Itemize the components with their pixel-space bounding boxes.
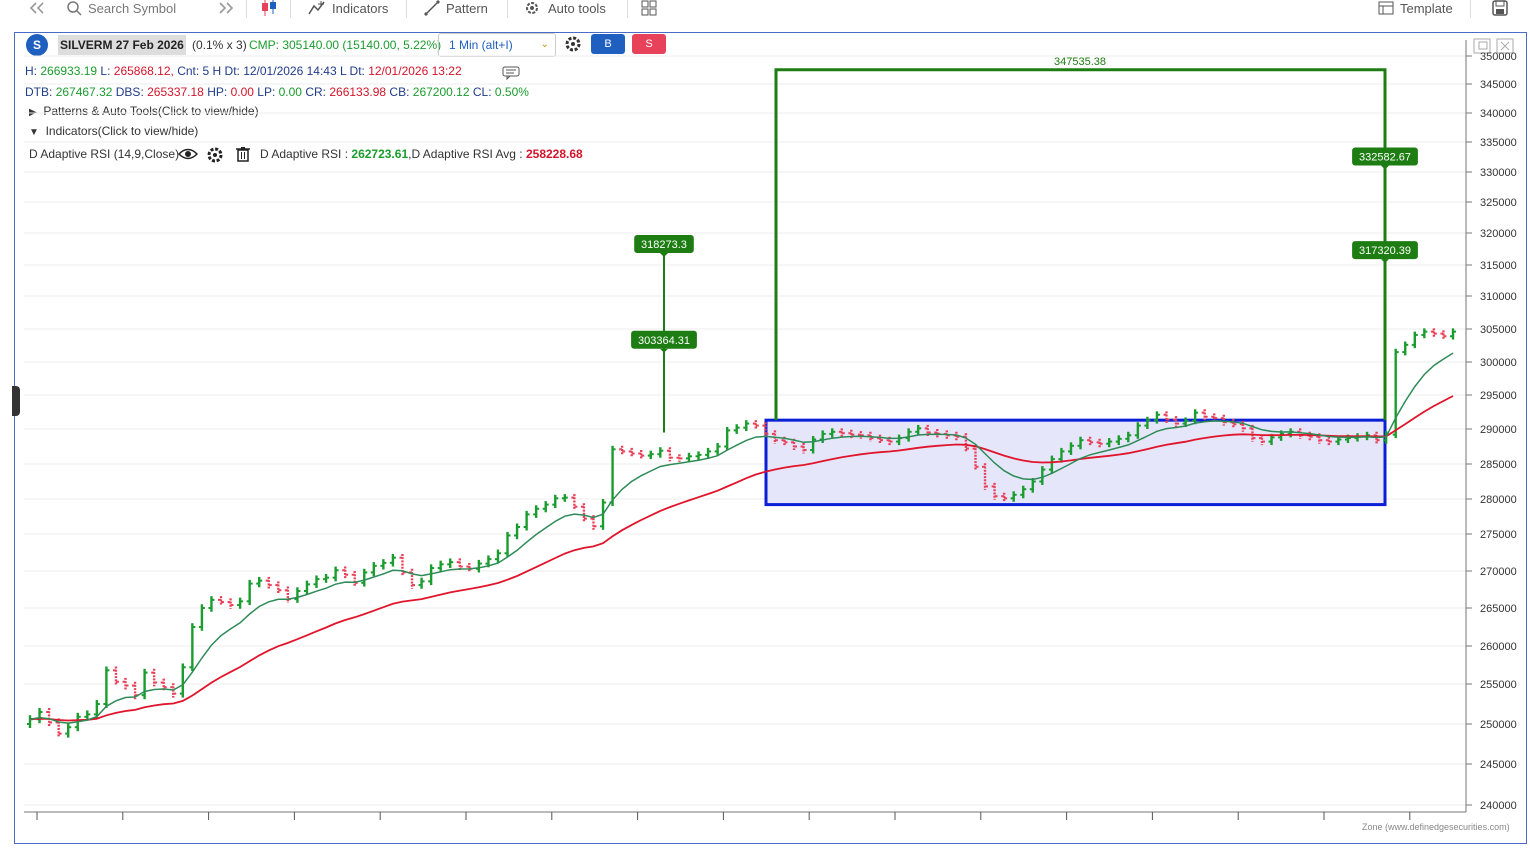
indicators-toggle[interactable]: ▼ Indicators(Click to view/hide) [29,124,198,138]
chart-frame [14,32,1527,844]
hp-value: 0.00 [230,85,254,99]
dbs-label: DBS: [115,85,144,99]
symbol-name[interactable]: SILVERM 27 Feb 2026 [58,35,186,55]
cl-label: CL: [472,85,492,99]
indicator-settings-icon[interactable] [206,146,224,167]
maximize-icon[interactable] [1473,38,1491,57]
toolbar-divider [1470,0,1471,18]
chevron-down-icon: ⌄ [540,39,549,50]
settings-gear-icon[interactable] [564,35,582,56]
dtb-label: DTB: [25,85,53,99]
dtb-value: 267467.32 [55,85,113,99]
lp-label: LP: [257,85,276,99]
indicator-value: 262723.61 [351,147,409,161]
cr-value: 266133.98 [329,85,387,99]
indicator-value-label: D Adaptive RSI : [260,147,349,161]
indicators-toggle-label: Indicators(Click to view/hide) [45,124,199,138]
high-value: 266933.19 [40,64,98,78]
indicator-values: D Adaptive RSI : 262723.61,D Adaptive RS… [260,147,583,161]
cl-value: 0.50% [494,85,529,99]
top-toolbar: Search Symbol Indicators Pattern Auto to… [0,0,1530,20]
high-label: H: [25,64,37,78]
indicators-button[interactable]: Indicators [308,0,388,16]
collapse-left-icon[interactable] [28,0,46,16]
patterns-toggle-label: Patterns & Auto Tools(Click to view/hide… [43,104,259,118]
save-icon[interactable] [1492,0,1508,16]
candlestick-type-icon[interactable] [260,0,278,16]
pattern-button[interactable]: Pattern [424,0,488,16]
cmp-value: CMP: 305140.00 (15140.00, 5.22%) [249,38,442,52]
toolbar-divider [507,0,508,18]
comment-icon[interactable] [502,66,520,83]
indicators-icon [308,1,325,15]
template-icon [1378,1,1394,15]
indicator-row: D Adaptive RSI (14,9,Close) [29,147,179,161]
lp-value: 0.00 [278,85,302,99]
toolbar-divider [406,0,407,18]
hp-label: HP: [207,85,228,99]
search-icon [67,1,82,16]
symbol-badge: S [26,34,48,56]
template-button[interactable]: Template [1378,0,1453,16]
toolbar-divider [627,0,628,18]
eye-icon[interactable] [177,146,199,165]
side-panel-toggle[interactable] [12,386,20,416]
stats-line-1: H: 266933.19 L: 265868.12, Cnt: 5 H Dt: … [25,64,462,78]
cb-value: 267200.12 [412,85,470,99]
low-date: 12/01/2026 13:22 [368,64,462,78]
indicator-name: D Adaptive RSI (14,9,Close) [29,147,180,161]
count-dates: Cnt: 5 H Dt: 12/01/2026 14:43 L Dt: [177,64,365,78]
sell-button[interactable]: S [632,34,666,54]
indicator-avg-label: ,D Adaptive RSI Avg : [408,147,523,161]
low-value: 265868.12, [113,64,174,78]
toolbar-divider [290,0,291,18]
low-label: L: [100,64,111,78]
buy-button[interactable]: B [591,34,625,54]
trash-icon[interactable] [235,146,251,165]
patterns-toggle[interactable]: ▶ Patterns & Auto Tools(Click to view/hi… [29,104,259,118]
caret-down-icon: ▼ [29,127,39,138]
watermark: Zone (www.definedgesecurities.com) [1362,822,1510,832]
toolbar-divider [246,0,247,18]
interval-select[interactable]: 1 Min (alt+I) ⌄ [438,33,556,57]
symbol-multiplier: (0.1% x 3) [192,38,247,52]
search-box[interactable]: Search Symbol [66,0,176,16]
close-icon[interactable] [1496,38,1514,57]
auto-tools-button[interactable]: Auto tools [524,0,606,16]
cr-label: CR: [305,85,326,99]
layout-grid-icon[interactable] [641,0,657,16]
dbs-value: 265337.18 [147,85,204,99]
interval-value: 1 Min (alt+I) [449,38,513,52]
cb-label: CB: [389,85,410,99]
pattern-line-icon [424,0,440,16]
expand-right-icon[interactable] [217,0,235,16]
caret-right-icon: ▶ [29,107,37,118]
stats-line-2: DTB: 267467.32 DBS: 265337.18 HP: 0.00 L… [25,85,529,99]
search-input[interactable]: Search Symbol [88,0,177,16]
gear-icon [526,2,538,14]
indicator-avg-value: 258228.68 [525,147,583,161]
